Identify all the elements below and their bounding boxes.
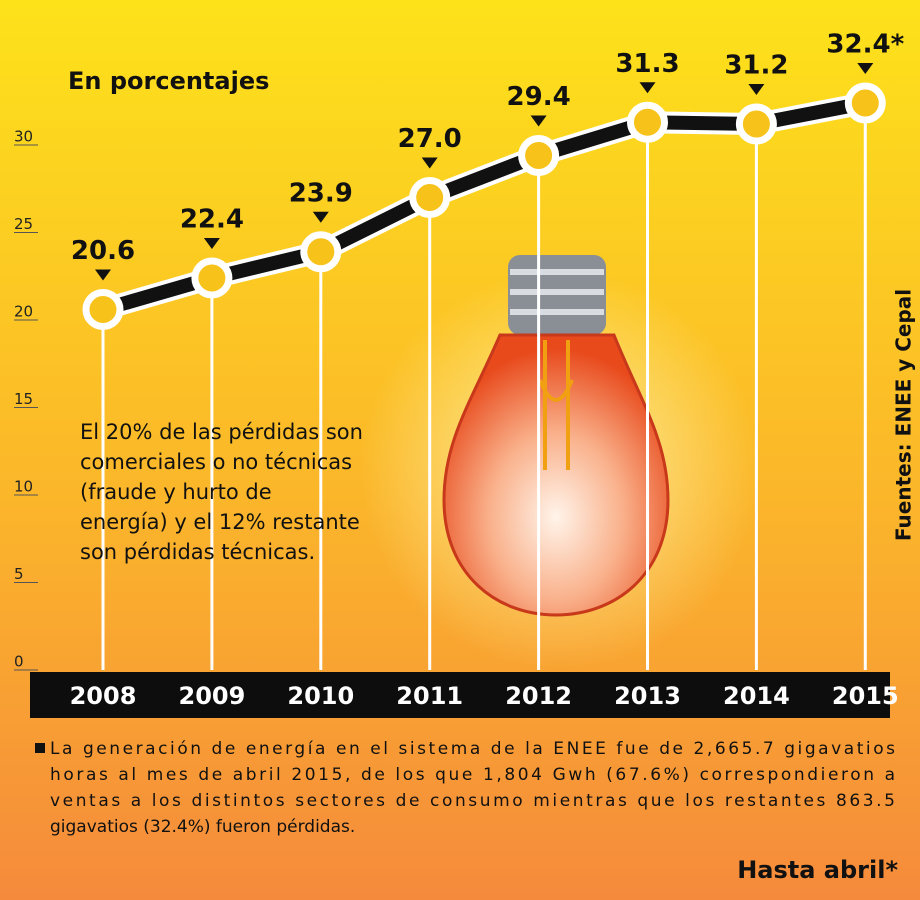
annotation: son pérdidas técnicas.: [80, 540, 315, 564]
footnote: gigavatios (32.4%) fueron pérdidas.: [50, 817, 355, 837]
x-tick-label: 2015: [832, 682, 899, 710]
data-label: 29.4: [507, 82, 571, 112]
pointer: [639, 82, 656, 94]
data-label: 23.9: [289, 178, 353, 208]
point: [844, 82, 886, 124]
y-tick-label: 25: [14, 215, 33, 233]
pointer: [203, 238, 220, 249]
pointer: [421, 157, 438, 169]
footnote: ventas a los distintos sectores de consu…: [50, 791, 895, 811]
note: Hasta abril*: [737, 856, 898, 884]
data-label: 31.2: [724, 51, 788, 81]
data-label: 27.0: [398, 124, 462, 154]
x-tick-label: 2012: [505, 682, 572, 710]
point: [191, 257, 233, 299]
point: [627, 101, 668, 143]
x-tick-label: 2008: [70, 682, 137, 710]
y-tick-label: 10: [14, 478, 33, 496]
y-tick-label: 5: [14, 565, 24, 583]
source: Fuentes: ENEE y Cepal: [892, 289, 916, 541]
point: [82, 289, 124, 330]
pointer: [312, 211, 329, 223]
annotation: (fraude y hurto de: [80, 480, 272, 504]
subtitle: En porcentajes: [68, 67, 269, 95]
point: [518, 135, 560, 176]
footnote: La generación de energía en el sistema d…: [50, 739, 895, 759]
category-band: [30, 672, 890, 718]
pointer: [857, 63, 874, 74]
annotation: El 20% de las pérdidas son: [80, 420, 363, 444]
data-label: 31.3: [615, 49, 679, 79]
point: [300, 231, 342, 273]
x-tick-label: 2010: [287, 682, 354, 710]
y-tick-label: 30: [14, 128, 33, 146]
pointer: [95, 269, 111, 281]
data-label: 32.4*: [826, 30, 904, 60]
data-label: 20.6: [71, 236, 135, 266]
pointer: [530, 115, 547, 127]
pointer: [748, 84, 765, 95]
x-tick-label: 2011: [396, 682, 463, 710]
bulb-illustration: [360, 255, 760, 670]
x-tick-label: 2009: [179, 682, 246, 710]
x-tick-label: 2014: [723, 682, 790, 710]
x-tick-label: 2013: [614, 682, 681, 710]
annotation: energía) y el 12% restante: [80, 510, 360, 534]
y-tick-label: 20: [14, 303, 33, 321]
y-tick-label: 0: [14, 653, 24, 671]
annotation: comerciales o no técnicas: [80, 450, 352, 474]
y-tick-label: 15: [14, 390, 33, 408]
point: [735, 103, 777, 145]
point: [409, 177, 451, 218]
bullet: [35, 743, 45, 753]
data-label: 22.4: [180, 205, 244, 235]
